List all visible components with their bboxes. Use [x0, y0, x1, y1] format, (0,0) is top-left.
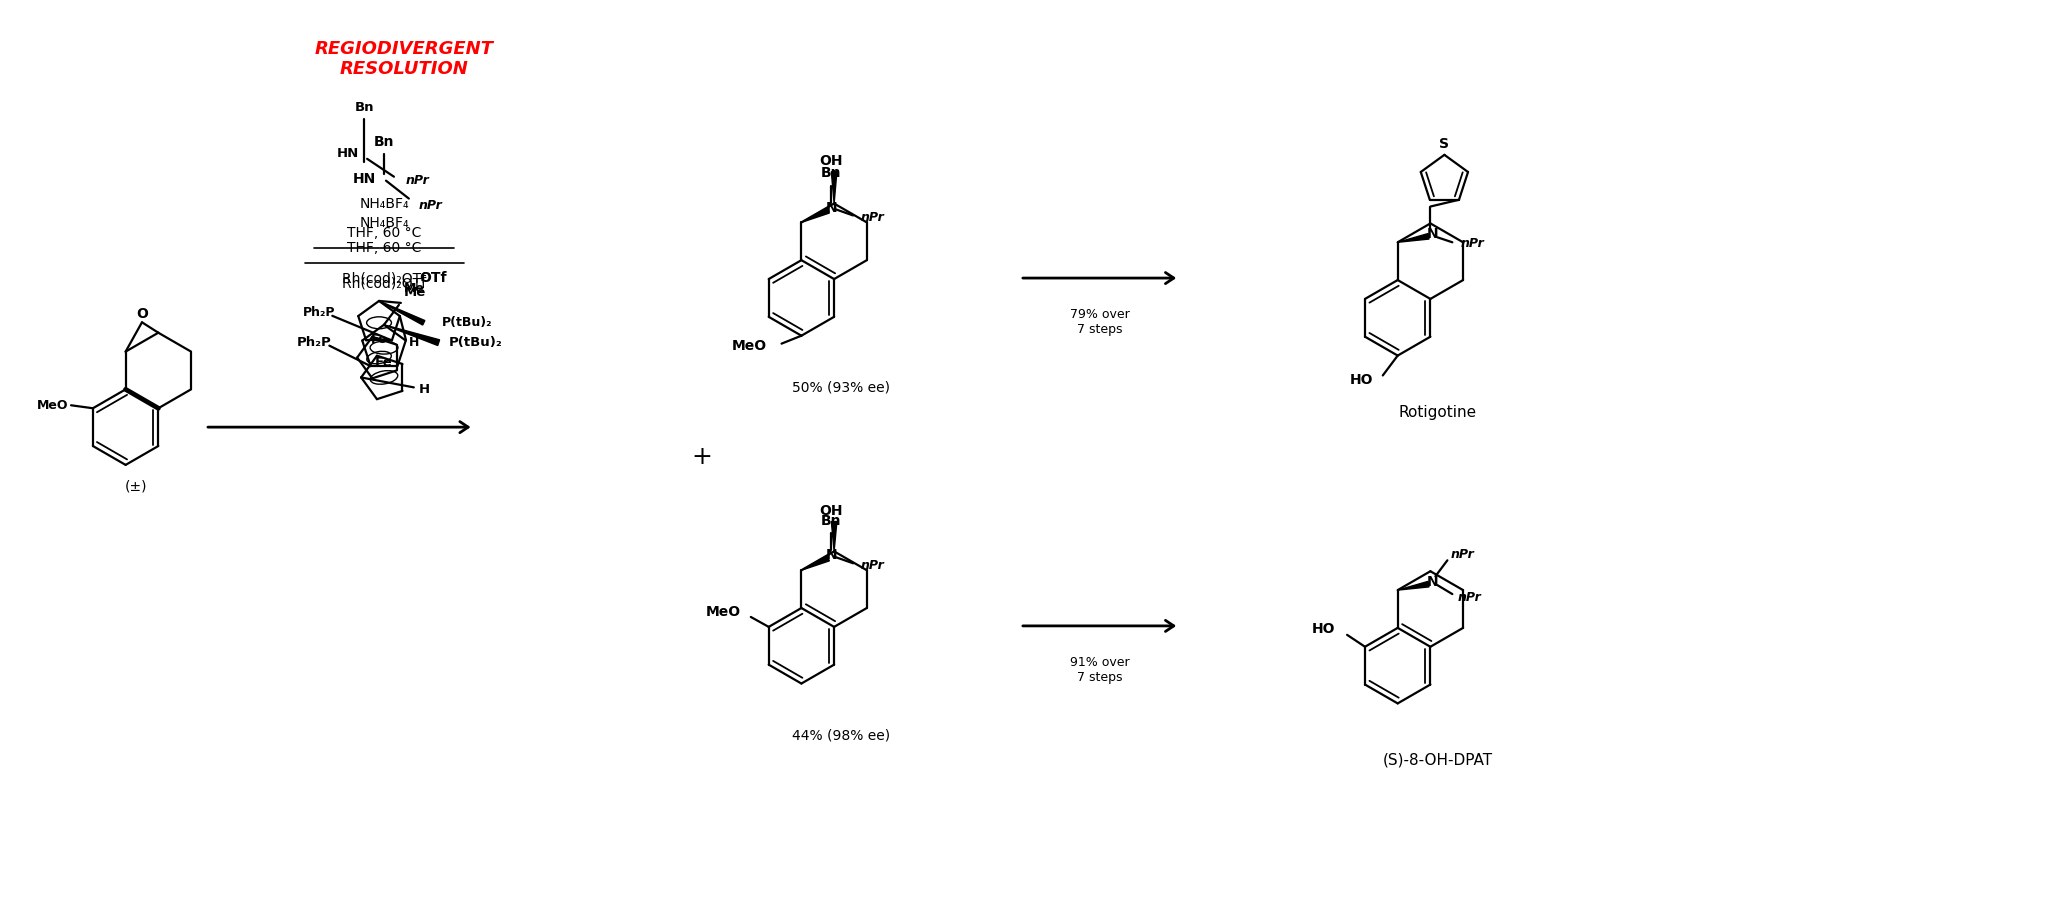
Text: 44% (98% ee): 44% (98% ee)	[793, 728, 889, 742]
Text: O: O	[136, 307, 148, 321]
Text: nPr: nPr	[861, 559, 885, 571]
Text: Bn: Bn	[374, 135, 394, 149]
Text: OH: OH	[820, 503, 842, 518]
Text: Fe: Fe	[376, 356, 392, 369]
Text: OH: OH	[820, 153, 842, 168]
Polygon shape	[384, 325, 440, 345]
Text: nPr: nPr	[407, 174, 429, 187]
Text: THF, 60 °C: THF, 60 °C	[347, 241, 421, 256]
Text: HN: HN	[353, 171, 376, 186]
Text: S: S	[1440, 137, 1450, 151]
Text: 79% over
7 steps: 79% over 7 steps	[1070, 308, 1130, 335]
Text: N: N	[1428, 575, 1438, 589]
Text: MeO: MeO	[37, 399, 68, 412]
Polygon shape	[801, 208, 830, 222]
Text: Bn: Bn	[822, 166, 842, 179]
Text: nPr: nPr	[419, 199, 442, 212]
Polygon shape	[380, 300, 425, 325]
Text: N: N	[826, 548, 838, 562]
Text: REGIODIVERGENT
RESOLUTION: REGIODIVERGENT RESOLUTION	[314, 39, 493, 78]
Text: Rh(cod)₂​OTf: Rh(cod)₂​OTf	[341, 271, 425, 285]
Text: P(tBu)₂: P(tBu)₂	[442, 317, 493, 329]
Text: H: H	[409, 336, 419, 349]
Text: (S)-8-OH-DPAT: (S)-8-OH-DPAT	[1382, 753, 1493, 768]
Text: Fe: Fe	[372, 333, 388, 346]
Polygon shape	[832, 171, 836, 204]
Text: HN: HN	[337, 147, 359, 161]
Text: (±): (±)	[125, 480, 146, 494]
Text: OTf: OTf	[419, 271, 446, 285]
Text: MeO: MeO	[707, 605, 741, 619]
Text: Rotigotine: Rotigotine	[1399, 405, 1477, 420]
Text: nPr: nPr	[1450, 548, 1475, 561]
Text: Ph₂P: Ph₂P	[298, 336, 333, 349]
Text: nPr: nPr	[1460, 237, 1485, 249]
Text: nPr: nPr	[861, 211, 885, 224]
Polygon shape	[801, 556, 830, 570]
Text: Me: Me	[405, 286, 425, 299]
Polygon shape	[832, 521, 836, 552]
Text: Me: Me	[405, 282, 425, 295]
Text: THF, 60 °C: THF, 60 °C	[347, 226, 421, 240]
Text: P(tBu)₂: P(tBu)₂	[448, 336, 503, 349]
Text: NH₄BF₄: NH₄BF₄	[359, 216, 409, 231]
Text: N: N	[1428, 227, 1438, 241]
Text: Bn: Bn	[822, 513, 842, 527]
Text: MeO: MeO	[731, 339, 766, 353]
Text: N: N	[826, 201, 838, 214]
Text: Rh(cod)₂​OTf: Rh(cod)₂​OTf	[341, 276, 425, 290]
Polygon shape	[1397, 233, 1430, 242]
Text: Bn: Bn	[355, 101, 374, 114]
Text: HO: HO	[1349, 373, 1372, 388]
Text: nPr: nPr	[1458, 590, 1481, 604]
Text: 91% over
7 steps: 91% over 7 steps	[1070, 656, 1130, 684]
Polygon shape	[1397, 581, 1430, 590]
Text: NH₄BF₄: NH₄BF₄	[359, 196, 409, 211]
Text: 50% (93% ee): 50% (93% ee)	[793, 380, 889, 395]
Text: Ph₂P: Ph₂P	[304, 307, 335, 319]
Text: H: H	[419, 383, 429, 396]
Text: HO: HO	[1313, 622, 1335, 636]
Text: +: +	[692, 445, 713, 469]
